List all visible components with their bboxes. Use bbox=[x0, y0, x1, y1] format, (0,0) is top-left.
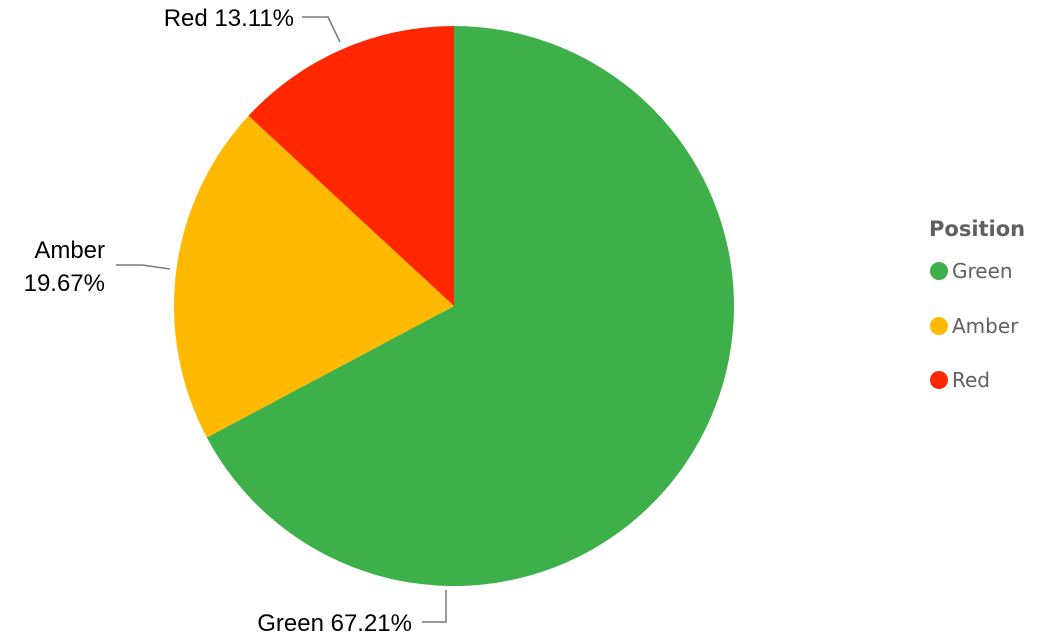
data-label-red: Red 13.11% bbox=[164, 5, 294, 32]
data-label-amber-percent: 19.67% bbox=[24, 270, 105, 297]
legend-label-red: Red bbox=[952, 368, 990, 392]
pie-slice-red[interactable] bbox=[248, 26, 454, 306]
legend-label-amber: Amber bbox=[952, 314, 1019, 338]
legend-title: Position bbox=[929, 217, 1025, 241]
legend: Position Green Amber Red bbox=[929, 217, 1025, 392]
leader-line-red bbox=[302, 16, 341, 43]
pie-slices bbox=[173, 26, 734, 586]
legend-marker-red bbox=[930, 371, 948, 389]
legend-marker-green bbox=[930, 262, 948, 280]
pie-slice-green[interactable] bbox=[206, 26, 734, 586]
pie-slice-amber[interactable] bbox=[173, 115, 454, 438]
leader-line-amber bbox=[116, 264, 171, 270]
data-label-green: Green 67.21% bbox=[257, 610, 412, 637]
leader-line-green bbox=[422, 590, 447, 623]
data-label-amber-name: Amber bbox=[34, 237, 105, 264]
legend-label-green: Green bbox=[952, 259, 1013, 283]
legend-marker-amber bbox=[930, 317, 948, 335]
